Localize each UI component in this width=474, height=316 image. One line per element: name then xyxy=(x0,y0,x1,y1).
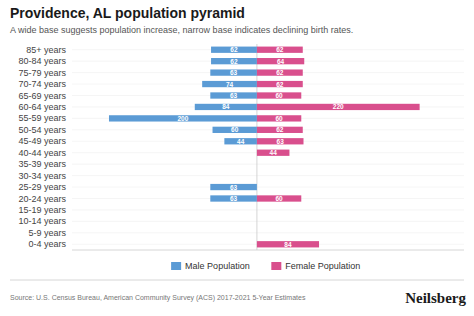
data-label: 44 xyxy=(237,138,245,145)
legend-label: Female Population xyxy=(285,261,360,271)
bar xyxy=(210,184,257,190)
bar xyxy=(257,47,303,53)
data-label: 60 xyxy=(275,195,283,202)
legend-swatch xyxy=(171,262,181,270)
grid-line xyxy=(72,164,464,165)
bar xyxy=(256,218,257,224)
bars xyxy=(109,47,420,248)
bar xyxy=(202,81,257,87)
bar xyxy=(257,195,301,201)
x-axis-line xyxy=(72,250,464,251)
data-label: 44 xyxy=(270,149,278,156)
legend-swatch xyxy=(271,262,281,270)
grid-line xyxy=(72,209,464,210)
bar xyxy=(210,92,257,98)
bar xyxy=(256,161,257,167)
bar xyxy=(257,127,303,133)
background xyxy=(0,0,474,316)
y-tick-label: 55-59 years xyxy=(18,113,66,123)
data-label: 200 xyxy=(178,115,189,122)
title: Providence, AL population pyramid xyxy=(10,5,245,21)
bar xyxy=(211,58,257,64)
bar xyxy=(256,207,257,213)
y-tick-label: 45-49 years xyxy=(18,136,66,146)
y-tick-label: 60-64 years xyxy=(18,102,66,112)
bar xyxy=(257,115,301,121)
grid-line xyxy=(72,232,464,233)
bar xyxy=(224,138,257,144)
y-tick-label: 70-74 years xyxy=(18,79,66,89)
bar xyxy=(256,172,257,178)
data-label: 63 xyxy=(277,138,285,145)
grid-line xyxy=(72,221,464,222)
data-label: 84 xyxy=(222,103,230,110)
data-label: 62 xyxy=(230,46,238,53)
data-labels: 6363446020084637463626284604463626022060… xyxy=(178,46,345,248)
data-label: 60 xyxy=(231,126,239,133)
data-label: 64 xyxy=(277,58,285,65)
data-label: 62 xyxy=(276,126,284,133)
data-label: 63 xyxy=(230,92,238,99)
bar xyxy=(257,92,301,98)
bar xyxy=(256,207,257,213)
y-tick-label: 10-14 years xyxy=(18,216,66,226)
data-label: 60 xyxy=(275,92,283,99)
data-label: 220 xyxy=(333,103,344,110)
branding: Neilsberg xyxy=(405,290,466,306)
bar xyxy=(210,69,257,75)
y-tick-label: 40-44 years xyxy=(18,148,66,158)
bar xyxy=(195,104,257,110)
y-tick-label: 25-29 years xyxy=(18,182,66,192)
bar xyxy=(257,150,290,156)
bar xyxy=(257,58,304,64)
bar xyxy=(213,127,257,133)
bar xyxy=(256,184,257,190)
bar xyxy=(109,115,257,121)
data-label: 63 xyxy=(230,69,238,76)
grid xyxy=(72,50,464,245)
bar xyxy=(256,230,257,236)
y-tick-label: 65-69 years xyxy=(18,91,66,101)
bar xyxy=(256,172,257,178)
data-label: 60 xyxy=(275,115,283,122)
subtitle: A wide base suggests population increase… xyxy=(10,25,353,35)
y-tick-label: 85+ years xyxy=(26,45,66,55)
source: Source: U.S. Census Bureau, American Com… xyxy=(10,294,306,302)
y-tick-label: 15-19 years xyxy=(18,205,66,215)
data-label: 84 xyxy=(284,241,292,248)
data-label: 62 xyxy=(230,58,238,65)
bar xyxy=(257,81,303,87)
y-tick-label: 50-54 years xyxy=(18,125,66,135)
y-tick-label: 80-84 years xyxy=(18,56,66,66)
bar xyxy=(257,138,304,144)
legend: Male Population Female Population xyxy=(171,261,360,271)
bar xyxy=(256,218,257,224)
y-tick-label: 30-34 years xyxy=(18,171,66,181)
bar xyxy=(210,195,257,201)
data-label: 63 xyxy=(230,184,238,191)
grid-line xyxy=(72,175,464,176)
data-label: 62 xyxy=(276,46,284,53)
grid-line xyxy=(72,187,464,188)
bar xyxy=(256,230,257,236)
bar xyxy=(211,47,257,53)
bar xyxy=(257,104,420,110)
chart: Providence, AL population pyramid A wide … xyxy=(0,0,474,316)
bar xyxy=(257,69,303,75)
bar xyxy=(257,241,319,247)
y-tick-labels: 0-4 years5-9 years 10-14 years15-19 years… xyxy=(18,45,66,250)
legend-label: Male Population xyxy=(185,261,250,271)
y-tick-label: 35-39 years xyxy=(18,159,66,169)
y-tick-label: 20-24 years xyxy=(18,194,66,204)
data-label: 62 xyxy=(276,69,284,76)
data-label: 63 xyxy=(230,195,238,202)
data-label: 74 xyxy=(226,81,234,88)
bar xyxy=(256,161,257,167)
y-tick-label: 75-79 years xyxy=(18,68,66,78)
y-tick-label: 0-4 years xyxy=(28,239,66,249)
data-label: 62 xyxy=(276,81,284,88)
separator xyxy=(10,280,464,281)
y-tick-label: 5-9 years xyxy=(28,228,66,238)
